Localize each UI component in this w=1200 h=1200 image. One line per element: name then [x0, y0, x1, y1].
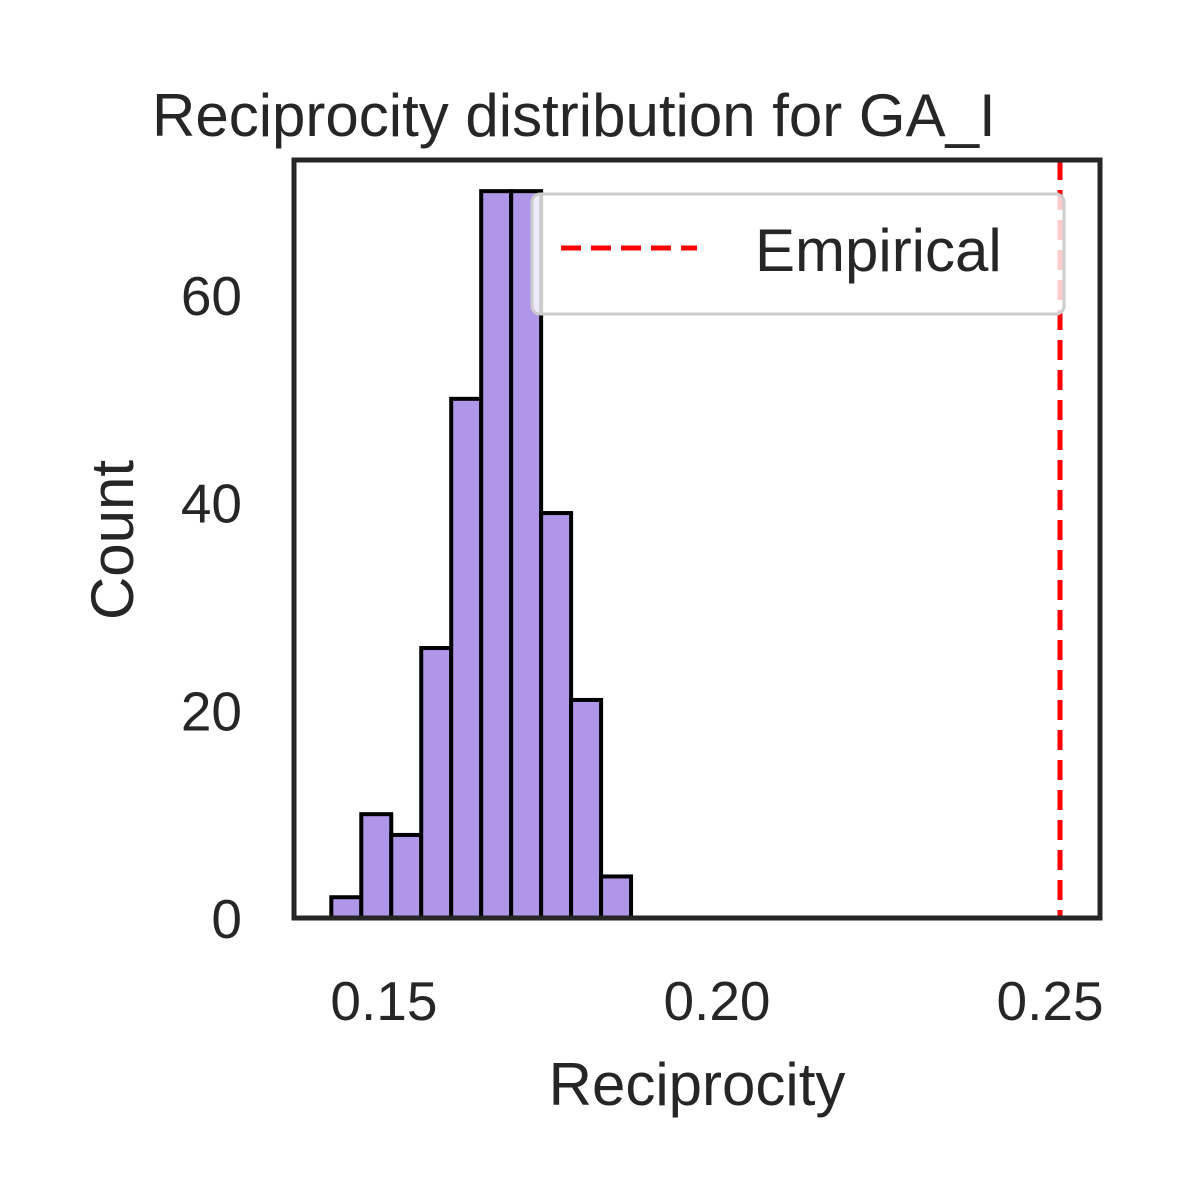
histogram-bar-4 — [419, 646, 454, 918]
legend-label-empirical: Empirical — [755, 217, 1002, 284]
histogram-bar-7 — [509, 189, 544, 918]
legend: Empirical — [530, 192, 1066, 316]
x-tick-label: 0.20 — [663, 970, 770, 1032]
y-axis-label: Count — [79, 460, 146, 620]
plot-frame — [291, 157, 1103, 921]
bars-layer — [329, 189, 634, 918]
histogram-bar-6 — [479, 189, 514, 918]
histogram-bar-5 — [449, 396, 484, 918]
y-tick-label: 40 — [181, 473, 242, 535]
chart-title: Reciprocity distribution for GA_I — [152, 82, 996, 149]
x-axis-label: Reciprocity — [549, 1051, 846, 1118]
histogram-bar-1 — [329, 895, 364, 918]
y-tick-label: 20 — [181, 680, 242, 742]
y-tick-labels: 0 20 40 60 — [181, 265, 242, 950]
histogram-bar-9 — [569, 697, 604, 918]
x-tick-label: 0.25 — [997, 970, 1104, 1032]
histogram-bar-10 — [599, 874, 634, 918]
y-tick-label: 60 — [181, 265, 242, 327]
histogram-bar-2 — [359, 812, 394, 918]
legend-box — [530, 192, 1066, 316]
y-tick-label: 0 — [211, 888, 242, 950]
histogram-bar-8 — [539, 511, 574, 918]
histogram-bar-3 — [389, 832, 424, 918]
x-tick-label: 0.15 — [330, 970, 437, 1032]
x-tick-labels: 0.15 0.20 0.25 — [330, 970, 1103, 1032]
